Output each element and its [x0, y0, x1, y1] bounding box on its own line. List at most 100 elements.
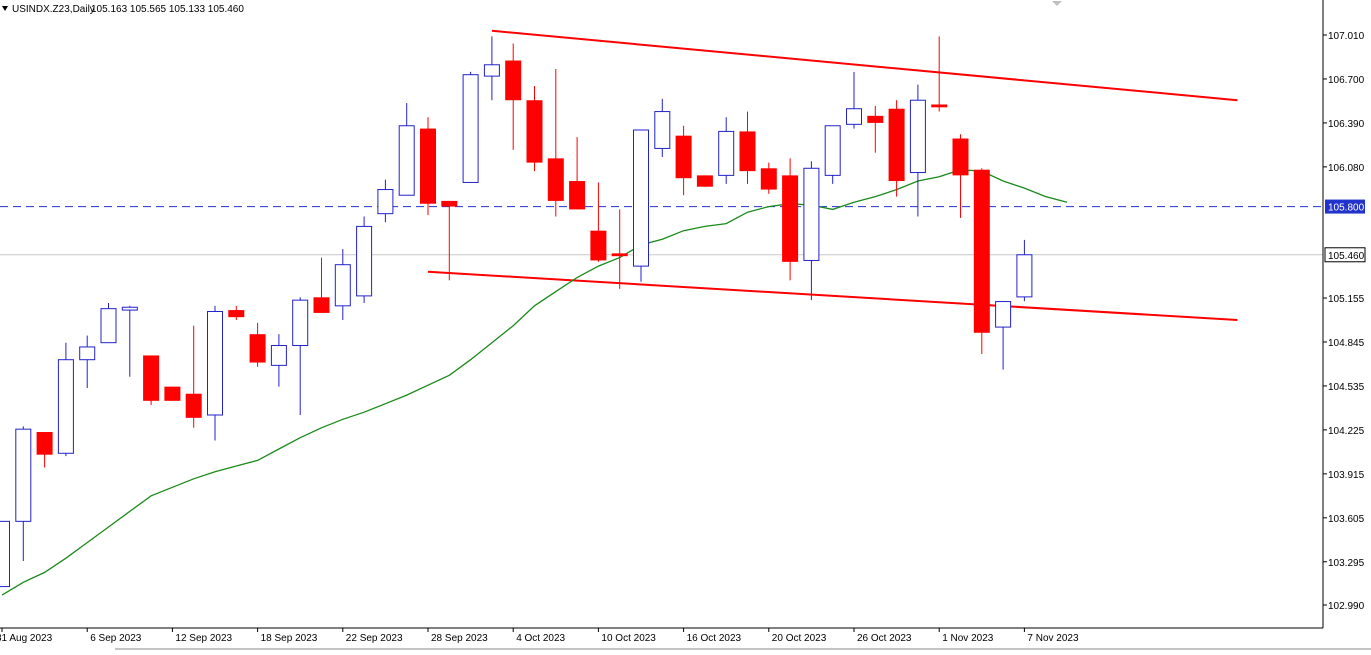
candle[interactable] [739, 111, 756, 184]
candle[interactable] [803, 161, 820, 301]
candle[interactable] [505, 43, 522, 150]
symbol-dropdown-icon[interactable] [2, 6, 8, 11]
candle[interactable] [782, 158, 799, 281]
candle[interactable] [15, 426, 32, 562]
candle[interactable] [270, 334, 287, 387]
candle[interactable] [483, 36, 500, 101]
candle-body-bear [867, 115, 884, 123]
candle[interactable] [0, 520, 10, 588]
candle-body-bear [760, 168, 777, 190]
x-tick-label: 10 Oct 2023 [601, 633, 656, 644]
x-tick-label: 22 Sep 2023 [346, 633, 403, 644]
candle[interactable] [1016, 239, 1033, 302]
candle-body-bear [143, 355, 160, 401]
channel-upper-line[interactable] [491, 29, 1238, 102]
candle[interactable] [356, 216, 373, 303]
candle-body-bear [420, 128, 436, 204]
candle-body-bear [164, 386, 181, 401]
x-tick-label: 7 Nov 2023 [1027, 633, 1079, 644]
candle[interactable] [590, 182, 607, 262]
candle[interactable] [824, 125, 841, 184]
candle-body-bear [547, 158, 564, 201]
x-tick-label: 12 Sep 2023 [175, 633, 232, 644]
candle[interactable] [952, 134, 969, 218]
candle[interactable] [164, 386, 181, 401]
candle-body-bull [0, 520, 10, 588]
channel-lower-line[interactable] [427, 270, 1238, 321]
candle[interactable] [441, 200, 458, 281]
y-tick-label: 104.535 [1328, 382, 1365, 393]
candle[interactable] [633, 129, 649, 282]
candle[interactable] [696, 175, 713, 187]
y-tick-label: 106.390 [1328, 119, 1365, 130]
candle[interactable] [846, 71, 862, 129]
candle[interactable] [462, 71, 479, 183]
candle-body-bear [36, 432, 53, 455]
candle[interactable] [185, 325, 202, 428]
last-price-tag[interactable] [1324, 247, 1366, 263]
y-tick-label: 106.080 [1328, 163, 1365, 174]
candle[interactable] [909, 84, 926, 217]
candle-body-bull [270, 345, 287, 366]
candle[interactable] [675, 125, 692, 196]
candle[interactable] [377, 179, 394, 223]
candle[interactable] [931, 36, 948, 112]
candle[interactable] [569, 137, 586, 210]
candle[interactable] [547, 69, 564, 217]
candle[interactable] [121, 305, 138, 377]
y-tick-label: 107.010 [1328, 31, 1365, 42]
candle[interactable] [57, 342, 74, 457]
candle-body-bear [590, 230, 607, 261]
candle[interactable] [611, 209, 628, 289]
candle-body-bull [483, 64, 500, 77]
candle[interactable] [79, 335, 96, 389]
moving-average-line [1, 169, 1068, 596]
level-price-tag[interactable] [1325, 199, 1365, 214]
candle[interactable] [888, 100, 905, 197]
candle[interactable] [36, 432, 53, 468]
candle-body-bear [611, 253, 628, 257]
candle[interactable] [100, 302, 117, 344]
candle-body-bull [334, 264, 351, 307]
candle-body-bear [228, 310, 245, 318]
ohlc-readout: 105.163 105.565 105.133 105.460 [91, 4, 244, 15]
candle[interactable] [526, 86, 543, 172]
x-tick-label: 26 Oct 2023 [857, 633, 912, 644]
candle[interactable] [292, 297, 309, 415]
x-tick-label: 16 Oct 2023 [687, 633, 742, 644]
chart-shift-marker-icon[interactable] [1052, 1, 1062, 6]
candle[interactable] [143, 355, 160, 406]
candle-body-bull [377, 189, 394, 215]
candle[interactable] [654, 98, 671, 157]
y-tick-label: 103.295 [1328, 558, 1365, 569]
candle-body-bull [995, 301, 1012, 328]
candle[interactable] [228, 305, 245, 320]
candle[interactable] [718, 117, 735, 184]
x-tick-label: 4 Oct 2023 [516, 633, 565, 644]
candle[interactable] [398, 103, 415, 196]
candle[interactable] [420, 117, 436, 216]
candle-body-bull [462, 74, 479, 183]
candle-body-bull [398, 125, 415, 196]
candle[interactable] [313, 257, 330, 313]
candle-body-bull [15, 428, 32, 522]
candle[interactable] [973, 168, 990, 355]
candle[interactable] [995, 301, 1012, 370]
candle-body-bull [356, 225, 373, 297]
candle-body-bull [292, 299, 309, 347]
candle[interactable] [207, 305, 223, 441]
y-tick-label: 103.915 [1328, 470, 1365, 481]
candle[interactable] [334, 249, 351, 320]
candle-body-bear [675, 135, 692, 179]
candle-body-bull [1016, 254, 1033, 298]
candle[interactable] [760, 162, 777, 194]
candle-body-bear [888, 108, 905, 182]
y-tick-label: 104.225 [1328, 426, 1365, 437]
candle[interactable] [249, 322, 266, 367]
candle-body-bear [782, 175, 799, 262]
candle[interactable] [867, 105, 884, 153]
symbol-title: USINDX.Z23,Daily [12, 4, 95, 15]
candle-body-bull [824, 125, 841, 176]
